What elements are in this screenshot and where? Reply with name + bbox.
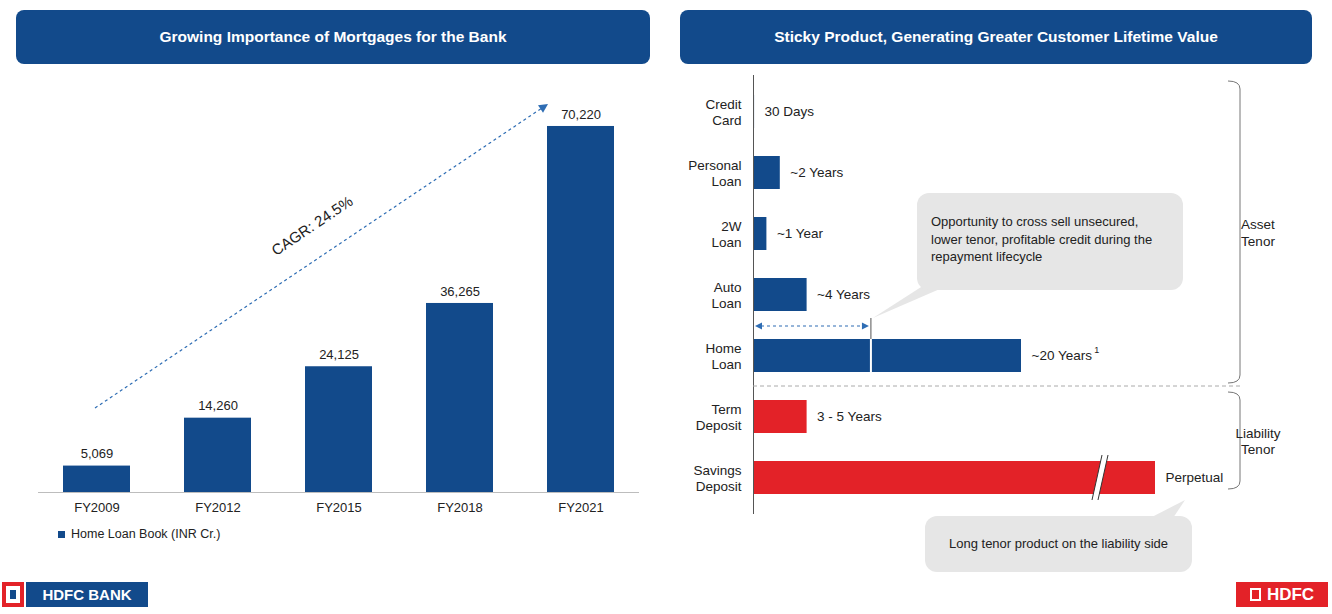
html-text:Sticky Product, Generating Gre: Sticky Product, Generating Greater Custo… [774,28,1218,45]
svg-text:CreditCard: CreditCard [705,97,741,128]
html-text:Growing Importance of Mortgage: Growing Importance of Mortgages for the … [159,28,507,45]
html-text:Home Loan Book (INR Cr.): Home Loan Book (INR Cr.) [71,527,221,541]
svg-text:Perpetual: Perpetual [1166,470,1224,485]
svg-text:FY2021: FY2021 [558,500,604,515]
svg-text:~2 Years: ~2 Years [790,165,843,180]
svg-text:2WLoan: 2WLoan [711,219,741,250]
html-text:Opportunity to cross sell unse: Opportunity to cross sell unsecured, low… [931,214,1153,265]
html-text:HDFC BANK: HDFC BANK [42,586,132,603]
svg-text:TermDeposit: TermDeposit [696,402,742,433]
svg-text:AutoLoan: AutoLoan [711,280,741,311]
svg-text:1: 1 [1094,345,1099,355]
html-text:HDFC: HDFC [1266,584,1315,604]
svg-text:70,220: 70,220 [561,107,601,122]
svg-text:30 Days: 30 Days [765,104,815,119]
svg-text:HomeLoan: HomeLoan [705,341,741,372]
svg-text:FY2015: FY2015 [316,500,362,515]
svg-text:~4 Years: ~4 Years [817,287,870,302]
svg-text:FY2009: FY2009 [74,500,120,515]
svg-text:24,125: 24,125 [319,347,359,362]
svg-text:PersonalLoan: PersonalLoan [688,158,741,189]
svg-text:AssetTenor: AssetTenor [1241,217,1275,249]
svg-text:~20 Years: ~20 Years [1032,348,1093,363]
html-text:Long tenor product on the liab: Long tenor product on the liability side [949,536,1168,552]
svg-text:3 - 5 Years: 3 - 5 Years [817,409,882,424]
svg-text:CAGR: 24.5%: CAGR: 24.5% [268,192,356,259]
svg-text:FY2018: FY2018 [437,500,483,515]
svg-text:14,260: 14,260 [198,398,238,413]
svg-text:5,069: 5,069 [81,446,114,461]
svg-text:SavingsDeposit: SavingsDeposit [693,463,741,494]
svg-text:~1 Year: ~1 Year [777,226,824,241]
svg-text:FY2012: FY2012 [195,500,241,515]
svg-text:LiabilityTenor: LiabilityTenor [1235,426,1280,458]
svg-text:36,265: 36,265 [440,284,480,299]
